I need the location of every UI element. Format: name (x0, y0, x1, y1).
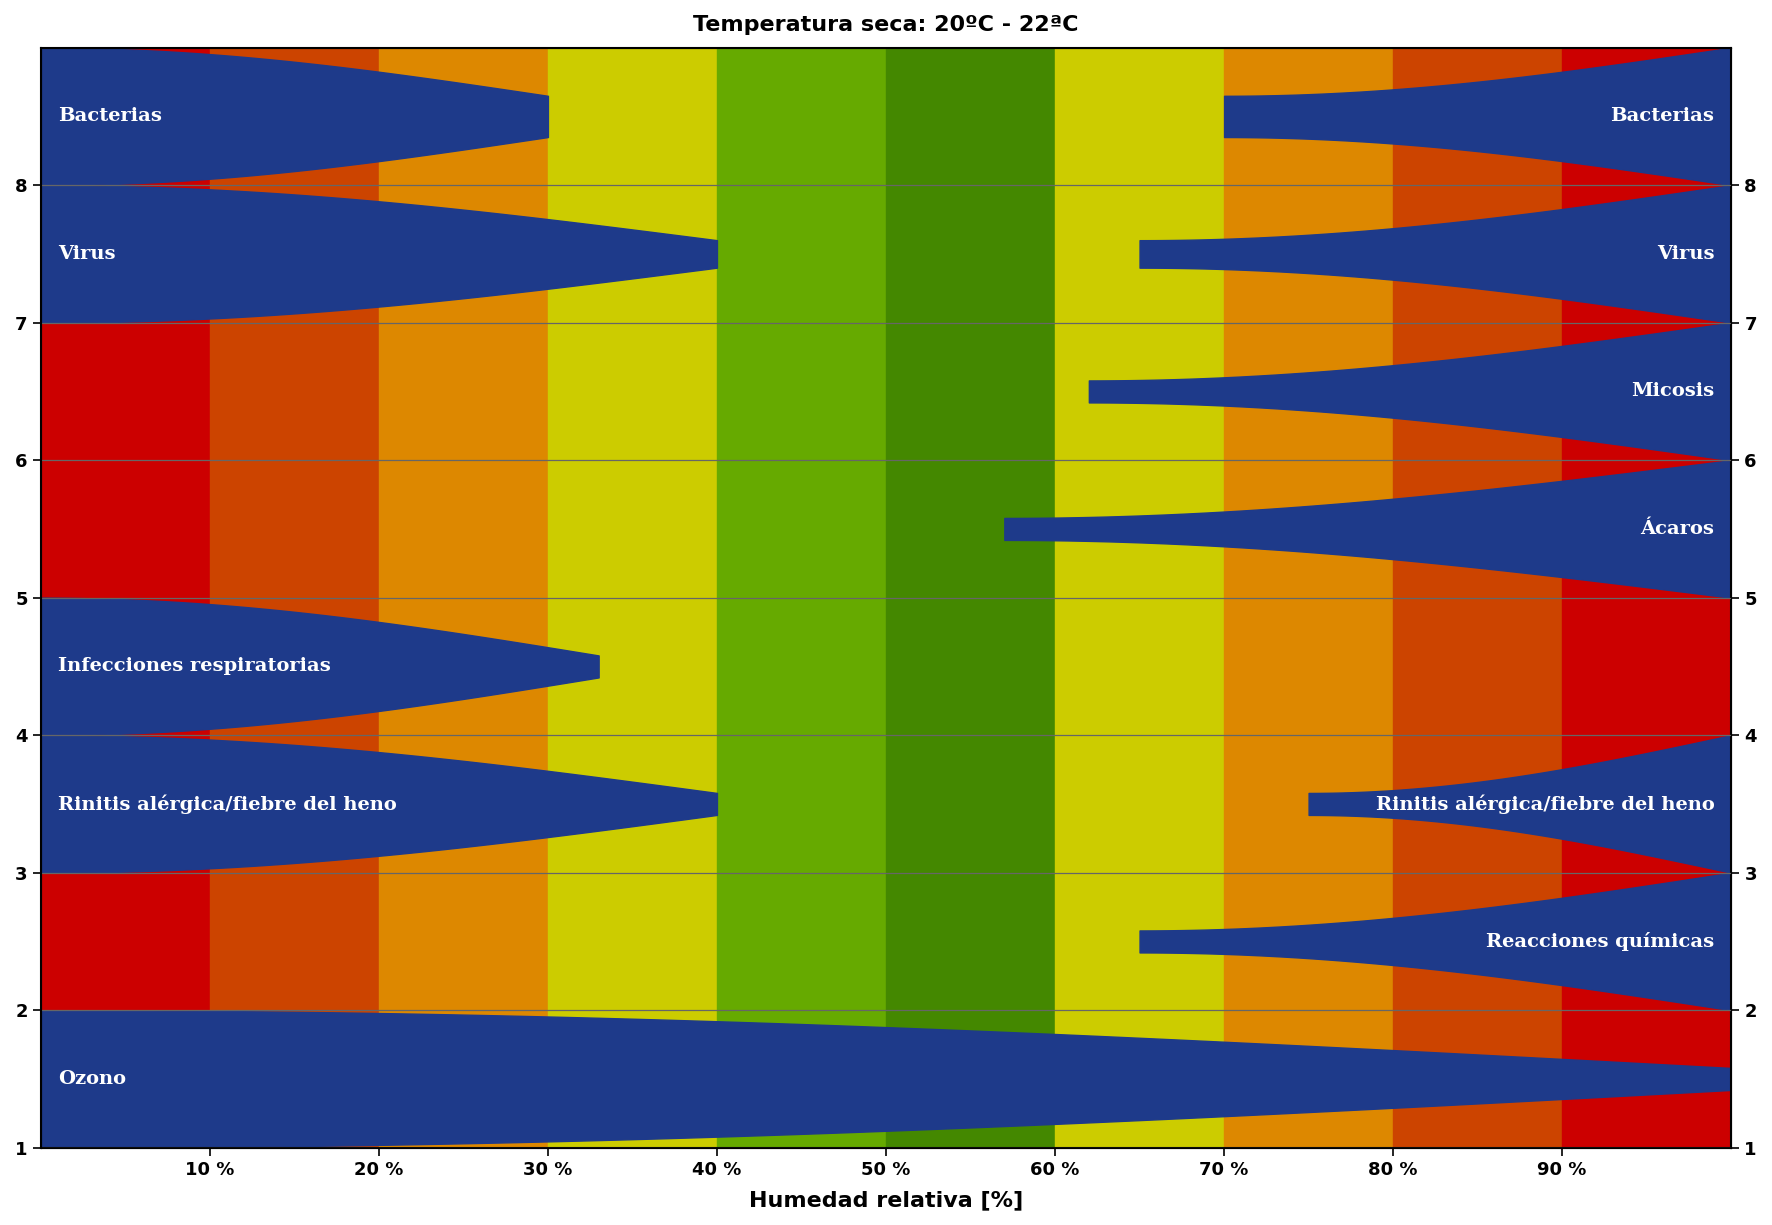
Text: Ácaros: Ácaros (1641, 519, 1714, 538)
Text: Virus: Virus (58, 245, 115, 263)
Text: Virus: Virus (1657, 245, 1714, 263)
Text: Rinitis alérgica/fiebre del heno: Rinitis alérgica/fiebre del heno (1375, 794, 1714, 813)
Title: Temperatura seca: 20ºC - 22ªC: Temperatura seca: 20ºC - 22ªC (693, 15, 1079, 36)
Text: Bacterias: Bacterias (1611, 108, 1714, 125)
Text: Bacterias: Bacterias (58, 108, 161, 125)
Text: Ozono: Ozono (58, 1069, 126, 1088)
Text: Reacciones químicas: Reacciones químicas (1487, 932, 1714, 951)
Text: Infecciones respiratorias: Infecciones respiratorias (58, 658, 330, 675)
Text: Micosis: Micosis (1632, 382, 1714, 401)
X-axis label: Humedad relativa [%]: Humedad relativa [%] (750, 1189, 1022, 1210)
Text: Rinitis alérgica/fiebre del heno: Rinitis alérgica/fiebre del heno (58, 794, 397, 813)
